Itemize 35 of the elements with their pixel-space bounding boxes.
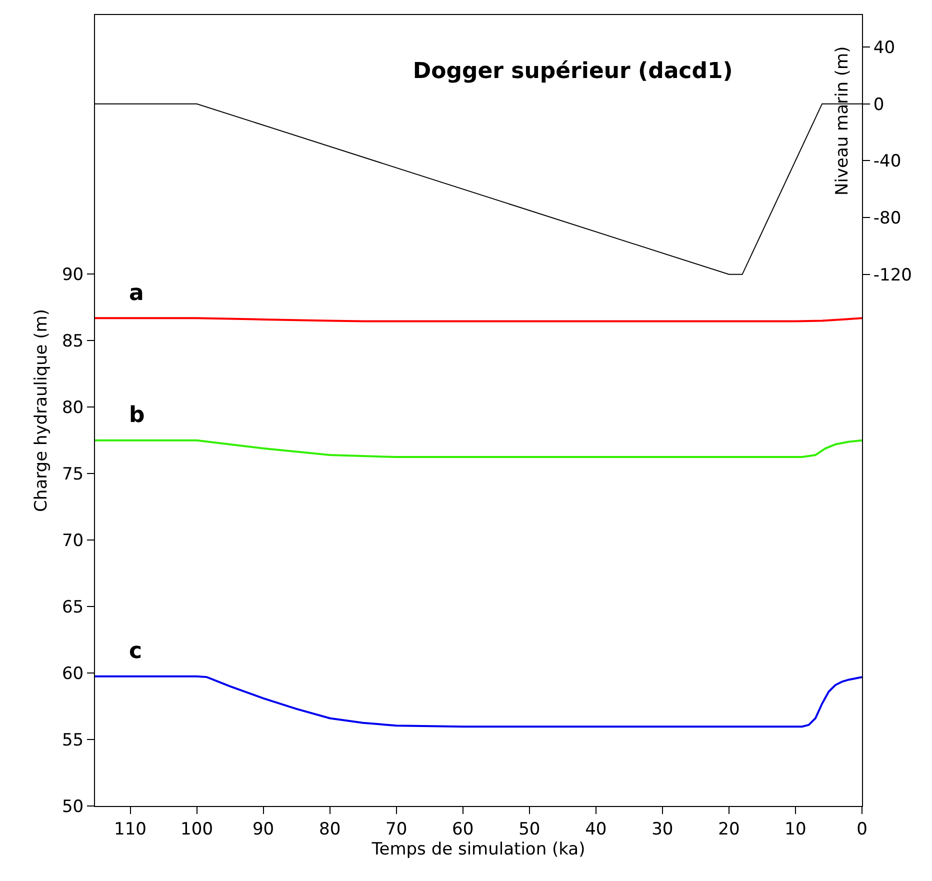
x-tick-label: 110 — [114, 819, 146, 840]
y-tick-label: 70 — [62, 531, 84, 552]
x-tick-label: 10 — [784, 819, 806, 840]
y-axis-title: Charge hydraulique (m) — [32, 309, 52, 512]
series-label: a — [129, 281, 144, 306]
series-label: b — [129, 403, 145, 428]
series-label: c — [129, 639, 142, 664]
y-tick-label: 65 — [62, 598, 84, 618]
y-tick-label: 75 — [62, 464, 84, 485]
y2-tick-label: 40 — [873, 38, 896, 58]
x-tick-label: 80 — [319, 819, 341, 840]
x-tick-label: 30 — [652, 819, 674, 840]
x-tick-label: 100 — [180, 819, 214, 840]
line-series — [95, 439, 862, 458]
x-tick-label: 50 — [518, 819, 540, 840]
y-tick-label: 85 — [62, 332, 84, 352]
y2-axis-title: Niveau marin (m) — [832, 46, 852, 196]
x-tick-label: 0 — [856, 819, 868, 840]
y-tick-label: 90 — [62, 265, 84, 286]
x-tick-label: 40 — [585, 819, 607, 840]
y-tick-label: 80 — [62, 398, 84, 418]
y-tick-label: 50 — [62, 796, 84, 817]
y2-tick-label: 0 — [873, 94, 884, 115]
line-series — [95, 675, 862, 728]
y2-tick-label: -120 — [873, 265, 912, 286]
y-tick-label: 60 — [62, 664, 84, 684]
x-tick-label: 60 — [452, 819, 474, 840]
x-tick-label: 70 — [386, 819, 408, 840]
text: Dogger supérieur (dacd1) — [412, 59, 733, 84]
x-tick-label: 90 — [252, 819, 274, 840]
y2-tick-label: -80 — [873, 208, 902, 228]
y2-tick-label: -40 — [873, 152, 902, 172]
y-tick-label: 55 — [62, 730, 84, 750]
x-axis-title: Temps de simulation (ka) — [370, 839, 586, 860]
x-tick-label: 20 — [718, 819, 740, 840]
